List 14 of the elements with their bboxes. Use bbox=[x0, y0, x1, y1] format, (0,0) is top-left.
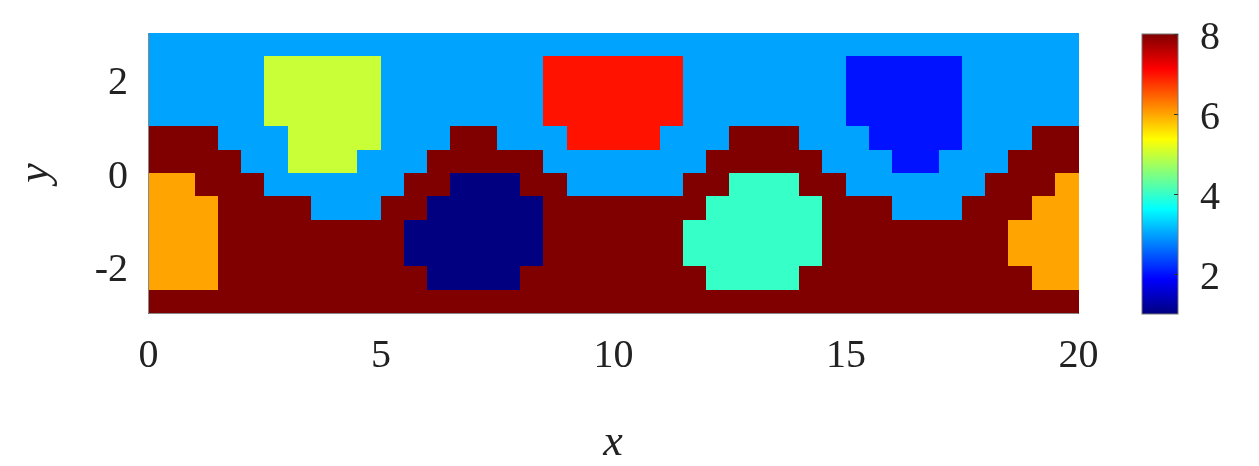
y-axis-title: y bbox=[9, 162, 58, 187]
x-tick-label: 10 bbox=[593, 331, 634, 377]
x-tick-label: 20 bbox=[1058, 331, 1099, 377]
color-bar-label: 8 bbox=[1200, 12, 1220, 58]
color-bar-label: 6 bbox=[1200, 92, 1220, 138]
y-tick-label: 0 bbox=[108, 151, 128, 197]
x-tick-label: 5 bbox=[371, 331, 391, 377]
y-tick-label: -2 bbox=[94, 244, 128, 290]
color-bar-label: 2 bbox=[1200, 252, 1220, 298]
y-tick-label: 2 bbox=[108, 58, 128, 104]
color-bar-label: 4 bbox=[1200, 172, 1220, 218]
x-tick-label: 15 bbox=[826, 331, 866, 377]
x-tick-label: 0 bbox=[138, 331, 159, 377]
x-axis-title: x bbox=[602, 416, 624, 465]
